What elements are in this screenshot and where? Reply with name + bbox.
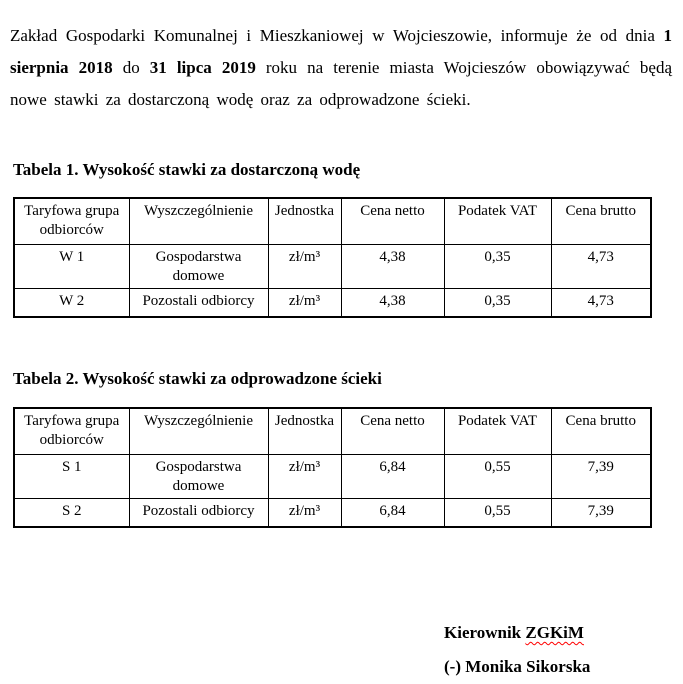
cell-group: W 1 — [13, 243, 130, 289]
signature-name-line: (-) Monika Sikorska — [444, 657, 591, 676]
intro-text-2: do — [112, 58, 150, 77]
intro-date-end: 31 lipca 2019 — [149, 58, 256, 77]
cell-specification: Pozostali odbiorcy — [128, 497, 269, 528]
col-header-gross-price: Cena brutto — [550, 197, 652, 245]
intro-text-3: roku na terenie miasta Wojcieszów obowią… — [10, 58, 672, 109]
cell-unit: zł/m³ — [267, 243, 342, 289]
cell-vat: 0,55 — [443, 497, 552, 528]
signature-title-line: Kierownik ZGKiM — [444, 616, 590, 650]
cell-gross-price: 4,73 — [550, 287, 652, 318]
col-header-specification: Wyszczególnienie — [128, 197, 269, 245]
col-header-tariff-group: Taryfowa grupa odbiorców — [13, 407, 130, 455]
table-row: W 1 Gospodarstwa domowe zł/m³ 4,38 0,35 … — [13, 243, 652, 289]
table-header-row: Taryfowa grupa odbiorców Wyszczególnieni… — [13, 197, 652, 245]
intro-date-start: 1 sierpnia 2018 — [10, 26, 672, 77]
cell-group: W 2 — [13, 287, 130, 318]
signature-title: Kierownik — [444, 623, 526, 642]
cell-unit: zł/m³ — [267, 497, 342, 528]
cell-specification: Gospodarstwa domowe — [128, 243, 269, 289]
table2-caption: Tabela 2. Wysokość stawki za odprowadzon… — [13, 369, 382, 388]
cell-gross-price: 7,39 — [550, 453, 652, 499]
col-header-tariff-group: Taryfowa grupa odbiorców — [13, 197, 130, 245]
intro-paragraph: Zakład Gospodarki Komunalnej i Mieszkani… — [10, 20, 672, 116]
table-sewage-rates: Taryfowa grupa odbiorców Wyszczególnieni… — [13, 407, 652, 528]
signature-block: Kierownik ZGKiM (-) Monika Sikorska — [444, 616, 590, 684]
cell-unit: zł/m³ — [267, 287, 342, 318]
col-header-unit: Jednostka — [267, 407, 342, 455]
cell-net-price: 4,38 — [340, 287, 445, 318]
col-header-specification: Wyszczególnienie — [128, 407, 269, 455]
intro-text-1: Zakład Gospodarki Komunalnej i Mieszkani… — [10, 26, 664, 45]
col-header-unit: Jednostka — [267, 197, 342, 245]
cell-specification: Pozostali odbiorcy — [128, 287, 269, 318]
cell-gross-price: 7,39 — [550, 497, 652, 528]
table1-caption: Tabela 1. Wysokość stawki za dostarczoną… — [13, 160, 361, 179]
col-header-net-price: Cena netto — [340, 197, 445, 245]
cell-net-price: 4,38 — [340, 243, 445, 289]
cell-group: S 1 — [13, 453, 130, 499]
table-row: S 1 Gospodarstwa domowe zł/m³ 6,84 0,55 … — [13, 453, 652, 499]
cell-net-price: 6,84 — [340, 453, 445, 499]
table-row: W 2 Pozostali odbiorcy zł/m³ 4,38 0,35 4… — [13, 287, 652, 318]
cell-net-price: 6,84 — [340, 497, 445, 528]
signature-org-abbrev: ZGKiM — [525, 623, 584, 642]
col-header-vat: Podatek VAT — [443, 197, 552, 245]
table-water-rates: Taryfowa grupa odbiorców Wyszczególnieni… — [13, 197, 652, 318]
cell-group: S 2 — [13, 497, 130, 528]
cell-gross-price: 4,73 — [550, 243, 652, 289]
col-header-gross-price: Cena brutto — [550, 407, 652, 455]
cell-vat: 0,35 — [443, 243, 552, 289]
col-header-vat: Podatek VAT — [443, 407, 552, 455]
cell-vat: 0,55 — [443, 453, 552, 499]
table-header-row: Taryfowa grupa odbiorców Wyszczególnieni… — [13, 407, 652, 455]
table-row: S 2 Pozostali odbiorcy zł/m³ 6,84 0,55 7… — [13, 497, 652, 528]
cell-specification: Gospodarstwa domowe — [128, 453, 269, 499]
col-header-net-price: Cena netto — [340, 407, 445, 455]
cell-unit: zł/m³ — [267, 453, 342, 499]
cell-vat: 0,35 — [443, 287, 552, 318]
